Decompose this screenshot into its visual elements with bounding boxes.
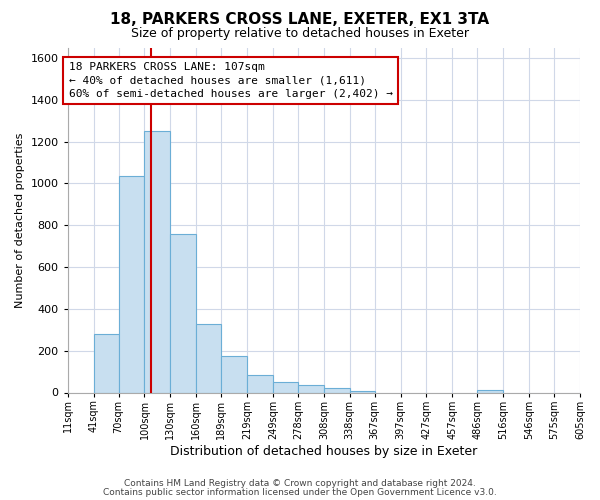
- Bar: [298, 384, 324, 392]
- Text: Contains public sector information licensed under the Open Government Licence v3: Contains public sector information licen…: [103, 488, 497, 497]
- Bar: [119, 176, 145, 392]
- Bar: [247, 374, 273, 392]
- Text: 18, PARKERS CROSS LANE, EXETER, EX1 3TA: 18, PARKERS CROSS LANE, EXETER, EX1 3TA: [110, 12, 490, 28]
- Bar: [196, 324, 221, 392]
- Bar: [478, 390, 503, 392]
- Text: Contains HM Land Registry data © Crown copyright and database right 2024.: Contains HM Land Registry data © Crown c…: [124, 479, 476, 488]
- Bar: [145, 131, 170, 392]
- Bar: [94, 334, 119, 392]
- Bar: [273, 382, 298, 392]
- Bar: [221, 356, 247, 393]
- Bar: [170, 234, 196, 392]
- Text: 18 PARKERS CROSS LANE: 107sqm
← 40% of detached houses are smaller (1,611)
60% o: 18 PARKERS CROSS LANE: 107sqm ← 40% of d…: [68, 62, 392, 98]
- X-axis label: Distribution of detached houses by size in Exeter: Distribution of detached houses by size …: [170, 444, 478, 458]
- Bar: [324, 388, 350, 392]
- Y-axis label: Number of detached properties: Number of detached properties: [15, 132, 25, 308]
- Text: Size of property relative to detached houses in Exeter: Size of property relative to detached ho…: [131, 28, 469, 40]
